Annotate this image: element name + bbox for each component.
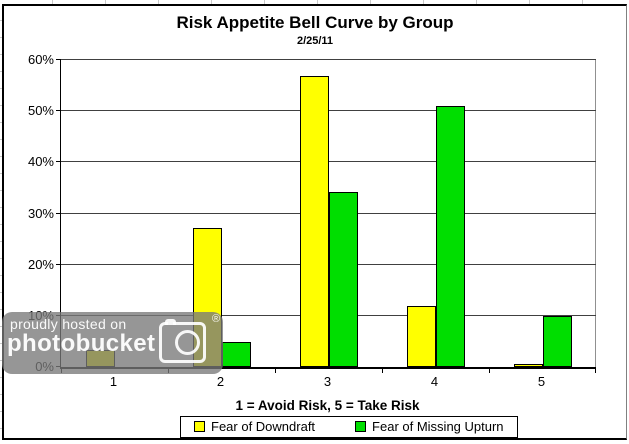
legend-item-fear-of-downdraft[interactable]: Fear of Downdraft	[194, 419, 315, 434]
camera-icon	[159, 319, 206, 363]
chart-title: Risk Appetite Bell Curve by Group	[176, 13, 454, 32]
camera-notch-icon	[165, 319, 176, 325]
x-axis-label-3: 3	[323, 374, 332, 389]
gridline-50%	[61, 110, 596, 112]
y-axis-label-40%: 40%	[27, 154, 54, 170]
x-tick-4	[489, 367, 490, 373]
x-tick-3	[382, 367, 383, 373]
plot-right-border	[595, 60, 596, 367]
y-axis-label-30%: 30%	[27, 205, 54, 221]
y-axis-label-60%: 60%	[27, 52, 54, 67]
spreadsheet-row-gridlines	[0, 4, 3, 444]
bar-fear-of-downdraft-group-5[interactable]	[513, 364, 543, 367]
bar-fear-of-missing-upturn-group-5[interactable]	[542, 316, 572, 367]
y-axis-label-20%: 20%	[27, 256, 54, 272]
bar-fear-of-missing-upturn-group-2[interactable]	[221, 342, 251, 367]
watermark-tagline: proudly hosted on	[10, 316, 127, 332]
x-axis-title: 1 = Avoid Risk, 5 = Take Risk	[235, 398, 420, 413]
x-tick-5	[595, 367, 596, 373]
gridline-40%	[61, 161, 596, 163]
y-tick-30%	[56, 212, 61, 214]
x-axis-label-5: 5	[537, 374, 546, 389]
chart-frame: Risk Appetite Bell Curve by Group 2/25/1…	[2, 4, 627, 440]
bar-fear-of-missing-upturn-group-3[interactable]	[328, 192, 358, 367]
watermark-brand: photobucket	[7, 330, 156, 357]
registered-trademark: ®	[212, 313, 221, 325]
legend: Fear of Downdraft Fear of Missing Upturn	[180, 416, 518, 438]
x-axis-label-1: 1	[109, 374, 118, 389]
chart-subtitle: 2/25/11	[296, 35, 334, 47]
bar-fear-of-downdraft-group-4[interactable]	[406, 306, 436, 367]
bar-fear-of-missing-upturn-group-4[interactable]	[435, 106, 465, 367]
camera-lens-icon	[175, 330, 200, 355]
x-axis-label-4: 4	[430, 374, 439, 389]
legend-item-fear-of-missing-upturn[interactable]: Fear of Missing Upturn	[355, 419, 504, 434]
y-axis-label-50%: 50%	[27, 103, 54, 119]
legend-swatch-yellow-icon	[194, 421, 205, 432]
y-tick-60%	[56, 59, 61, 60]
bar-fear-of-downdraft-group-3[interactable]	[299, 76, 329, 367]
y-tick-20%	[56, 263, 61, 265]
x-axis-label-2: 2	[216, 374, 225, 389]
legend-swatch-green-icon	[355, 421, 367, 432]
legend-label-fear-of-downdraft: Fear of Downdraft	[211, 419, 316, 434]
x-tick-2	[275, 367, 276, 373]
photobucket-watermark: proudly hosted on photobucket ®	[2, 312, 223, 374]
spreadsheet-column-gridlines	[0, 0, 629, 4]
gridline-60%	[61, 59, 596, 60]
y-tick-50%	[56, 110, 61, 112]
legend-label-fear-of-missing-upturn: Fear of Missing Upturn	[372, 419, 504, 434]
y-tick-40%	[56, 161, 61, 163]
